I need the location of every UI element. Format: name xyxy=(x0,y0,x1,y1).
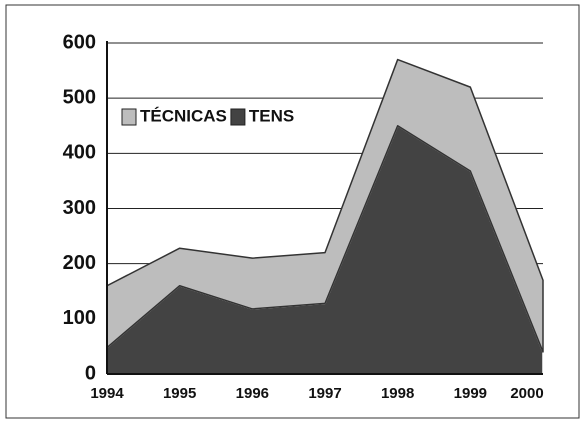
y-tick-label: 500 xyxy=(63,86,96,108)
y-tick-label: 200 xyxy=(63,252,96,274)
x-tick-label: 2000 xyxy=(510,385,543,402)
x-tick-label: 1997 xyxy=(308,385,341,402)
x-tick-label: 1994 xyxy=(90,385,124,402)
y-tick-label: 0 xyxy=(85,362,96,384)
x-tick-label: 1998 xyxy=(381,385,414,402)
x-tick-label: 1999 xyxy=(454,385,487,402)
y-tick-label: 300 xyxy=(63,197,96,219)
x-tick-label: 1996 xyxy=(236,385,269,402)
area xyxy=(106,58,544,353)
y-tick-label: 400 xyxy=(63,142,96,164)
legend-swatch xyxy=(121,108,137,126)
legend-label: TÉCNICAS xyxy=(140,106,227,125)
frame xyxy=(5,4,580,419)
y-tick-label: 100 xyxy=(63,307,96,329)
x-tick-label: 1995 xyxy=(163,385,196,402)
y-tick-label: 600 xyxy=(63,31,96,53)
legend-label: TENS xyxy=(249,106,294,125)
legend-swatch xyxy=(230,108,246,126)
